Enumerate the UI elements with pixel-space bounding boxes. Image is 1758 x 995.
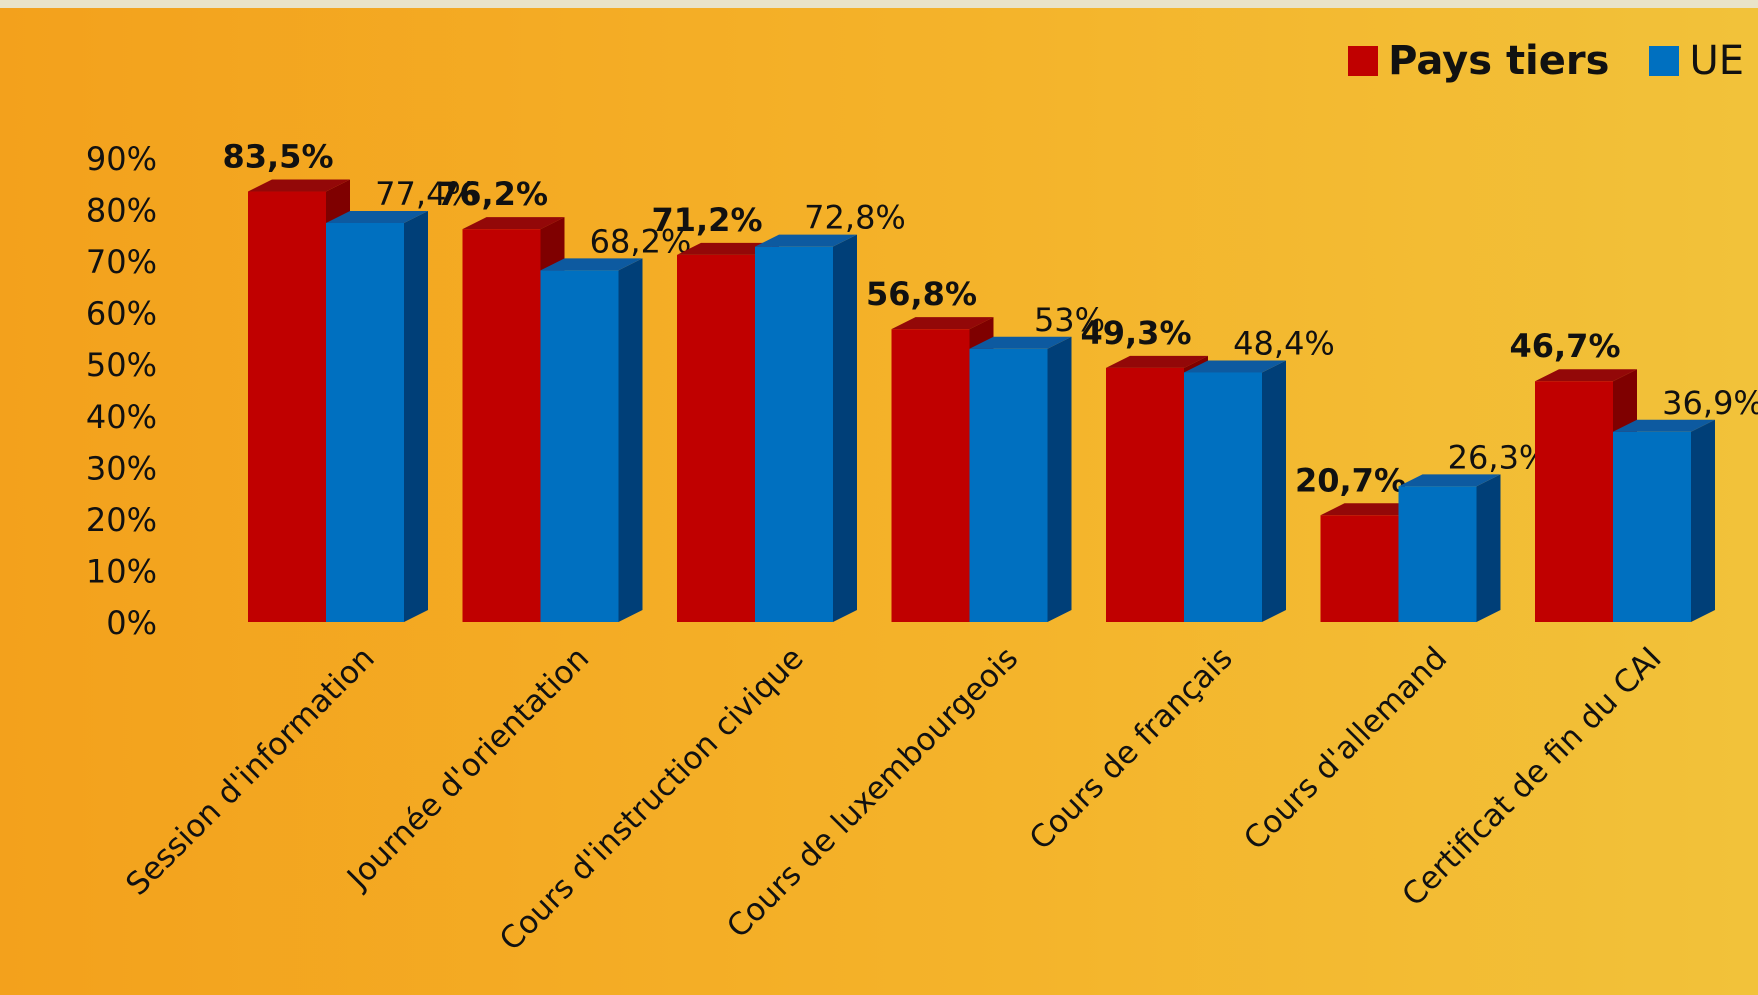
bar-top [677,242,779,255]
bar-top [1184,360,1286,373]
legend-swatch-series1 [1348,46,1379,76]
legend-item-series1: Pays tiers [1348,38,1609,84]
data-label: 83,5% [222,138,333,176]
data-label: 46,7% [1509,327,1620,365]
bar-top [1398,474,1501,487]
legend-swatch-series2 [1649,46,1680,76]
bar [755,246,833,623]
y-tick-label: 80% [86,192,157,230]
bar [677,254,755,622]
data-label: 36,9% [1662,384,1758,422]
bar-top [1320,503,1423,516]
data-label: 20,7% [1295,461,1406,499]
top-border-line [0,0,1758,8]
bar-top [326,210,428,223]
bar-top [540,258,643,271]
data-label: 68,2% [590,222,692,260]
bar-top [1613,419,1715,432]
y-tick-label: 90% [86,140,157,178]
data-label: 48,4% [1233,324,1335,362]
bar-top [969,336,1072,349]
x-tick-label: Session d'information [119,640,382,903]
bar-top [891,317,994,330]
y-tick-label: 0% [106,604,157,642]
bar-side [404,210,428,622]
data-label: 72,8% [804,199,906,237]
bar [1613,431,1691,622]
data-label: 76,2% [437,175,548,213]
y-tick-label: 40% [86,398,157,436]
bar [326,222,404,622]
bar-top [1106,355,1208,368]
bar [1535,381,1613,622]
bar [462,229,541,622]
bar-side [1476,474,1501,622]
bar-side [1262,360,1286,622]
data-label: 56,8% [866,275,977,313]
data-label: 77,4% [375,175,477,213]
data-label: 49,3% [1080,314,1191,352]
bar-side [833,234,857,623]
bar-top [248,179,350,192]
bar-top [462,217,565,230]
legend-label-series1: Pays tiers [1388,38,1610,84]
y-tick-label: 50% [86,346,157,384]
x-tick-label: Journée d'orientation [339,640,596,897]
bar [1398,486,1477,622]
data-label: 53% [1034,301,1105,339]
bar [969,348,1048,622]
bar-top [1535,369,1637,382]
y-tick-label: 10% [86,552,157,590]
x-tick-label: Cours de français [1023,640,1240,857]
bar [1106,367,1184,622]
y-tick-label: 70% [86,243,157,281]
bar-side [1691,419,1715,622]
bar-side [618,258,643,622]
data-label: 71,2% [651,201,762,239]
x-tick-label: Cours d'allemand [1237,640,1454,857]
y-tick-label: 20% [86,501,157,539]
y-tick-label: 30% [86,449,157,487]
bar-top [755,234,857,247]
bar [1184,372,1262,622]
legend-item-series2: UE [1649,38,1744,84]
data-label: 26,3% [1448,438,1550,476]
y-tick-label: 60% [86,295,157,333]
bar [540,270,619,622]
bar-side [1047,336,1072,622]
bar [891,329,970,622]
chart-legend: Pays tiers UE [1308,38,1744,84]
bar [1320,515,1399,622]
legend-label-series2: UE [1689,38,1744,84]
bar [248,191,326,622]
